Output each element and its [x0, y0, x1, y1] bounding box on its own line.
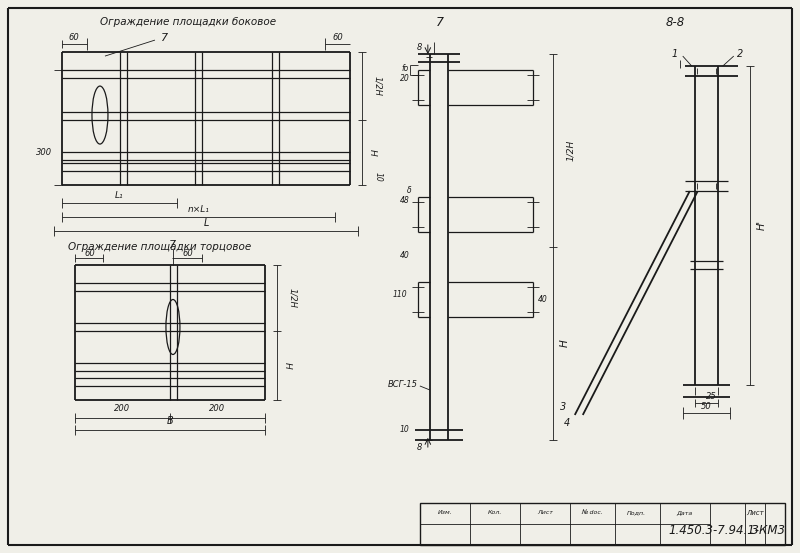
Text: Кол.: Кол.: [488, 510, 502, 515]
Text: 10: 10: [374, 172, 382, 182]
Text: 40: 40: [538, 295, 548, 305]
Text: 3: 3: [750, 524, 758, 538]
Text: 20: 20: [400, 74, 410, 82]
Text: 40: 40: [400, 251, 410, 259]
Text: 8: 8: [417, 43, 422, 51]
Text: 60: 60: [85, 248, 95, 258]
Text: 1.450.3-7.94.1-КМ3: 1.450.3-7.94.1-КМ3: [668, 524, 786, 538]
Text: 200: 200: [210, 404, 226, 414]
Text: Лист: Лист: [537, 510, 553, 515]
Text: H: H: [560, 339, 570, 347]
Text: n×L₁: n×L₁: [187, 205, 210, 213]
Text: 4: 4: [564, 418, 570, 428]
Text: δ: δ: [406, 185, 411, 195]
Text: 60: 60: [333, 33, 343, 41]
Text: 200: 200: [114, 404, 130, 414]
Text: H: H: [367, 149, 376, 156]
Text: 25: 25: [706, 393, 717, 401]
Text: № doc.: № doc.: [581, 510, 602, 515]
Text: ВСГ-15: ВСГ-15: [388, 380, 418, 389]
Text: Ограждение площадки торцовое: Ограждение площадки торцовое: [68, 242, 251, 252]
Text: 50: 50: [701, 403, 712, 411]
Bar: [420, 503, 785, 545]
Text: H: H: [282, 362, 291, 369]
Text: 3: 3: [560, 402, 566, 412]
Text: 1/2H: 1/2H: [566, 139, 575, 161]
Text: 1: 1: [672, 49, 678, 59]
Text: Лист: Лист: [746, 510, 764, 516]
Text: 10: 10: [400, 425, 410, 435]
Text: fo: fo: [402, 64, 409, 72]
Text: 7: 7: [170, 240, 177, 250]
Text: Подп.: Подп.: [627, 510, 646, 515]
Text: 48: 48: [400, 196, 410, 205]
Text: 60: 60: [182, 248, 194, 258]
Text: 60: 60: [69, 33, 79, 41]
Text: 8-8: 8-8: [665, 15, 684, 29]
Text: Дата: Дата: [677, 510, 693, 515]
Text: 7: 7: [162, 33, 169, 43]
Text: 7: 7: [436, 15, 444, 29]
Text: Ограждение площадки боковое: Ограждение площадки боковое: [100, 17, 276, 27]
Text: 2: 2: [737, 49, 743, 59]
Text: L: L: [203, 218, 209, 228]
Text: 1/2H: 1/2H: [374, 76, 382, 96]
Text: 110: 110: [393, 290, 407, 300]
Text: Изм.: Изм.: [438, 510, 452, 515]
Text: H': H': [757, 220, 766, 230]
Text: 300: 300: [36, 148, 52, 157]
Text: B: B: [166, 416, 174, 426]
Text: 8: 8: [417, 444, 422, 452]
Text: 1/2H: 1/2H: [288, 288, 298, 308]
Text: L₁: L₁: [115, 191, 124, 200]
